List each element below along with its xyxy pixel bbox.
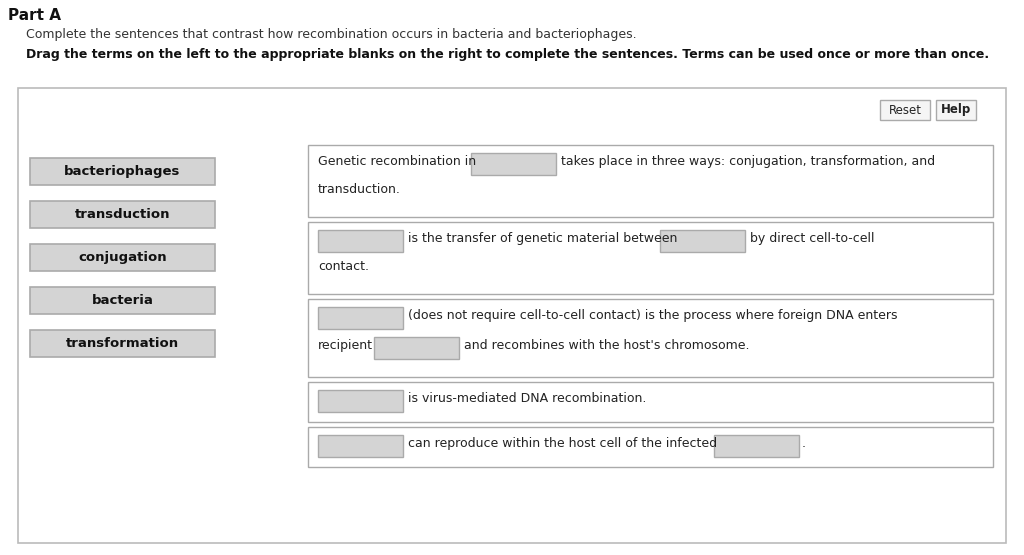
Bar	[714, 435, 799, 457]
Bar	[318, 307, 403, 329]
Text: is the transfer of genetic material between: is the transfer of genetic material betw…	[408, 232, 677, 245]
Text: conjugation: conjugation	[78, 251, 167, 264]
Bar	[308, 382, 993, 422]
Bar	[318, 230, 403, 252]
Text: Help: Help	[941, 103, 971, 117]
Bar	[30, 158, 215, 185]
Bar	[374, 337, 459, 359]
Bar	[308, 222, 993, 294]
Text: Genetic recombination in: Genetic recombination in	[318, 155, 476, 168]
Bar	[880, 100, 930, 120]
Bar	[30, 201, 215, 228]
Text: by direct cell-to-cell: by direct cell-to-cell	[750, 232, 874, 245]
Bar	[318, 435, 403, 457]
Bar	[318, 390, 403, 412]
Text: and recombines with the host's chromosome.: and recombines with the host's chromosom…	[464, 339, 750, 352]
Text: bacteriophages: bacteriophages	[65, 165, 180, 178]
Text: Complete the sentences that contrast how recombination occurs in bacteria and ba: Complete the sentences that contrast how…	[26, 28, 637, 41]
Bar	[308, 145, 993, 217]
Bar	[308, 427, 993, 467]
Bar	[660, 230, 745, 252]
Text: Reset: Reset	[889, 103, 922, 117]
Bar	[308, 299, 993, 377]
Text: is virus-mediated DNA recombination.: is virus-mediated DNA recombination.	[408, 392, 646, 405]
Text: recipient: recipient	[318, 339, 373, 352]
Text: transduction.: transduction.	[318, 183, 400, 196]
Bar	[18, 88, 1006, 543]
Bar	[936, 100, 976, 120]
Text: Drag the terms on the left to the appropriate blanks on the right to complete th: Drag the terms on the left to the approp…	[26, 48, 989, 61]
Text: (does not require cell-to-cell contact) is the process where foreign DNA enters: (does not require cell-to-cell contact) …	[408, 309, 897, 322]
Text: can reproduce within the host cell of the infected: can reproduce within the host cell of th…	[408, 437, 717, 450]
Bar	[471, 153, 556, 175]
Bar	[30, 287, 215, 314]
Text: takes place in three ways: conjugation, transformation, and: takes place in three ways: conjugation, …	[561, 155, 935, 168]
Text: transformation: transformation	[66, 337, 179, 350]
Text: bacteria: bacteria	[91, 294, 154, 307]
Text: transduction: transduction	[75, 208, 170, 221]
Bar	[30, 330, 215, 357]
Text: .: .	[802, 437, 806, 450]
Bar	[30, 244, 215, 271]
Text: contact.: contact.	[318, 260, 369, 273]
Text: Part A: Part A	[8, 8, 61, 23]
